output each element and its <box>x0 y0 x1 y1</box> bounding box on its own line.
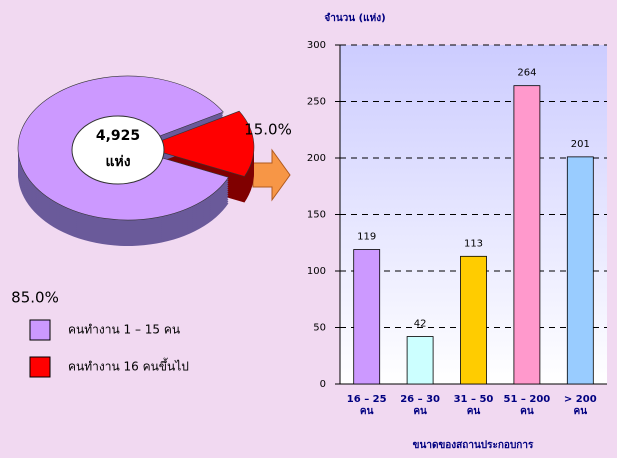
x-tick-label: คน <box>574 406 588 417</box>
legend-label: คนทำงาน 16 คนขึ้นไป <box>68 358 189 374</box>
center-value: 4,925 <box>96 128 140 144</box>
x-tick-label: คน <box>360 406 374 417</box>
x-tick-label: 51 – 200 <box>504 394 551 405</box>
y-tick-label: 50 <box>313 323 326 334</box>
value-label: 85.0% <box>11 289 59 307</box>
pie-slice <box>143 110 255 177</box>
center-label-bg <box>71 115 165 185</box>
x-tick-label: คน <box>413 406 427 417</box>
data-label: 113 <box>464 238 483 249</box>
x-axis-label: ขนาดของสถานประกอบการ <box>413 439 534 451</box>
bar <box>353 249 381 385</box>
x-tick-label: 26 – 30 <box>400 394 440 405</box>
legend-swatch <box>29 319 51 341</box>
legend-label: คนทำงาน 1 – 15 คน <box>68 323 180 337</box>
x-tick-label: > 200 <box>564 394 597 405</box>
center-unit: แห่ง <box>105 154 130 170</box>
y-tick-label: 150 <box>307 210 326 221</box>
data-label: 42 <box>414 319 427 330</box>
y-tick-label: 0 <box>320 379 326 390</box>
bar <box>406 336 434 385</box>
y-tick-label: 250 <box>307 97 326 108</box>
value-label: 15.0% <box>244 121 292 139</box>
y-tick-label: 300 <box>307 40 326 51</box>
y-tick-label: 200 <box>307 153 326 164</box>
y-tick-label: 100 <box>307 266 326 277</box>
x-tick-label: 16 – 25 <box>347 394 387 405</box>
x-tick-label: 31 – 50 <box>454 394 494 405</box>
y-axis-label: จำนวน (แห่ง) <box>324 12 385 24</box>
data-label: 119 <box>357 232 376 243</box>
bar <box>460 255 487 385</box>
x-tick-label: คน <box>467 406 481 417</box>
x-tick-label: คน <box>520 406 534 417</box>
bar <box>566 156 594 385</box>
data-label: 264 <box>517 68 536 79</box>
legend-swatch <box>29 356 51 378</box>
arrow <box>252 148 291 202</box>
bar <box>513 85 541 385</box>
data-label: 201 <box>571 139 590 150</box>
